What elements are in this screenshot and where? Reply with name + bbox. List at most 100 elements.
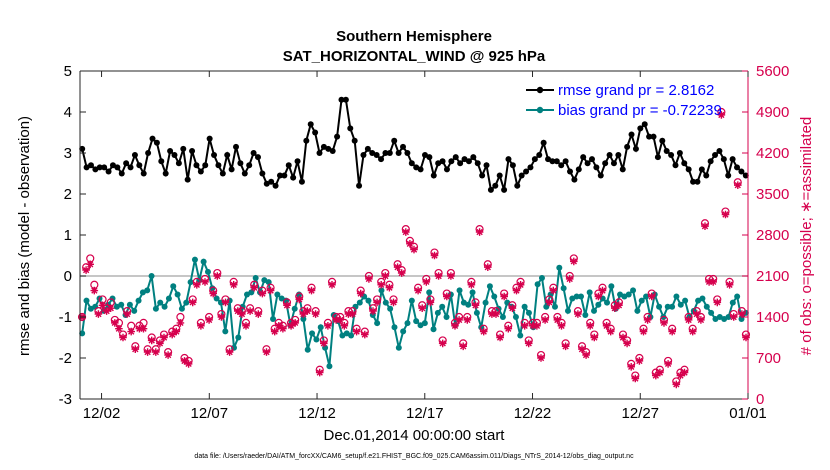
bias-point — [634, 307, 641, 314]
obs-assimilated-marker — [447, 272, 455, 280]
rmse-point — [549, 158, 556, 165]
obs-assimilated-marker — [438, 339, 447, 348]
rmse-point — [562, 158, 569, 165]
rmse-point — [492, 182, 499, 189]
bias-point — [591, 307, 598, 314]
bias-point — [235, 334, 242, 341]
rmse-point — [531, 156, 538, 163]
obs-assimilated-marker — [262, 348, 271, 356]
rmse-point — [465, 158, 472, 165]
rmse-point — [175, 160, 182, 167]
y2-tick-label: 700 — [756, 350, 781, 367]
obs-assimilated-marker — [299, 310, 308, 318]
bias-point — [135, 297, 142, 304]
obs-assimilated-marker — [291, 319, 299, 327]
rmse-point — [725, 172, 732, 179]
bias-point — [556, 264, 563, 271]
bias-point — [625, 291, 632, 298]
x-tick-label: 12/22 — [514, 405, 552, 422]
obs-assimilated-marker — [463, 316, 472, 324]
y-tick-label: 3 — [64, 145, 72, 162]
bias-point — [248, 289, 255, 296]
legend-rmse-marker — [536, 86, 544, 94]
rmse-point — [87, 162, 94, 169]
bias-point — [309, 330, 316, 337]
rmse-point — [131, 152, 138, 159]
rmse-point — [197, 168, 204, 175]
rmse-point — [400, 143, 407, 150]
obs-assimilated-marker — [188, 298, 197, 307]
obs-assimilated-marker — [238, 310, 246, 318]
rmse-point — [681, 160, 688, 167]
obs-assimilated-marker — [98, 301, 107, 310]
rmse-point — [193, 162, 200, 169]
obs-assimilated-marker — [619, 333, 627, 342]
obs-assimilated-marker — [479, 327, 488, 336]
rmse-point — [395, 150, 402, 156]
obs-assimilated-marker — [484, 263, 492, 271]
rmse-point — [496, 172, 503, 179]
bias-point — [538, 275, 545, 282]
legend-rmse-label: rmse grand pr = 2.8162 — [558, 82, 714, 99]
obs-assimilated-marker — [697, 316, 705, 324]
obs-assimilated-marker — [557, 322, 566, 330]
x-tick-label: 12/07 — [191, 405, 229, 422]
bias-point — [456, 287, 463, 294]
bias-point — [400, 328, 407, 335]
obs-assimilated-marker — [266, 286, 275, 295]
bias-point — [170, 283, 177, 290]
obs-assimilated-marker — [533, 322, 541, 330]
obs-assimilated-marker — [160, 333, 168, 342]
rmse-point — [426, 154, 433, 161]
bias-point — [491, 293, 498, 300]
obs-assimilated-marker — [524, 339, 533, 348]
obs-assimilated-marker — [570, 257, 578, 266]
obs-assimilated-marker — [131, 345, 140, 353]
rmse-point — [246, 162, 253, 169]
obs-assimilated-marker — [377, 281, 385, 289]
obs-assimilated-marker — [365, 275, 373, 283]
footnote: data file: /Users/raeder/DAI/ATM_forcXX/… — [194, 453, 634, 460]
rmse-point — [202, 162, 209, 169]
bias-point — [144, 287, 151, 294]
bias-point — [534, 281, 541, 288]
rmse-point — [694, 178, 701, 185]
legend-bias-label: bias grand pr = -0.72239 — [558, 102, 722, 119]
obs-assimilated-marker — [508, 304, 517, 312]
obs-assimilated-marker — [582, 351, 590, 359]
rmse-point — [509, 162, 516, 169]
obs-assimilated-marker — [283, 301, 291, 310]
rmse-point — [619, 166, 626, 173]
obs-assimilated-marker — [529, 322, 537, 330]
rmse-point — [738, 168, 745, 175]
rmse-point — [628, 131, 635, 138]
rmse-point — [373, 152, 380, 159]
y2-tick-label: 2800 — [756, 227, 789, 244]
obs-assimilated-marker — [693, 310, 701, 318]
obs-assimilated-marker — [738, 310, 746, 318]
obs-assimilated-marker — [389, 298, 398, 307]
rmse-point — [206, 135, 213, 142]
obs-assimilated-marker — [402, 228, 410, 236]
obs-assimilated-marker — [660, 319, 668, 327]
rmse-point — [483, 162, 490, 169]
rmse-point — [127, 164, 134, 171]
rmse-point — [646, 133, 653, 140]
rmse-point — [615, 152, 622, 159]
bias-point — [560, 285, 567, 292]
obs-assimilated-marker — [553, 316, 562, 324]
obs-assimilated-marker — [82, 266, 90, 274]
bias-point — [499, 314, 506, 320]
rmse-point — [641, 121, 648, 128]
bias-point — [517, 332, 524, 339]
rmse-point — [316, 150, 323, 156]
bias-point — [443, 314, 450, 320]
obs-assimilated-marker — [197, 322, 205, 330]
y2-tick-label: 0 — [756, 391, 764, 408]
obs-assimilated-marker — [545, 298, 553, 307]
obs-assimilated-marker — [287, 322, 295, 330]
rmse-point — [452, 154, 459, 161]
rmse-point — [254, 154, 261, 161]
obs-assimilated-marker — [729, 313, 738, 321]
obs-assimilated-marker — [410, 245, 418, 254]
